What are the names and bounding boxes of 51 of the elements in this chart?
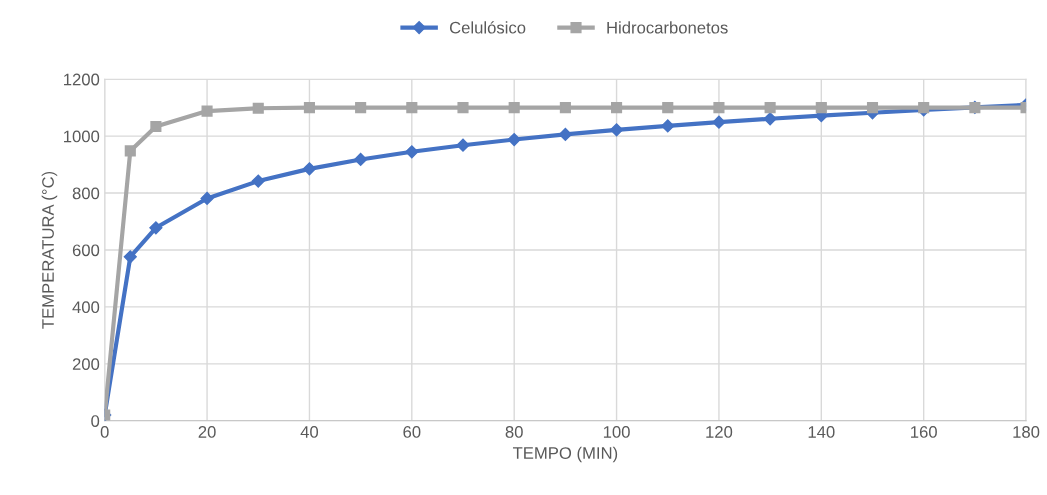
point <box>406 102 418 114</box>
x-tick-label: 60 <box>403 426 421 438</box>
point <box>712 115 726 129</box>
x-tick-label: 140 <box>808 426 835 438</box>
point <box>354 152 368 167</box>
point <box>559 102 571 114</box>
point <box>252 102 264 114</box>
point <box>611 102 623 114</box>
point <box>124 145 136 157</box>
point <box>558 127 572 142</box>
point <box>201 105 213 117</box>
x-tick-label: 160 <box>911 426 937 438</box>
legend-label: Celulósico <box>449 21 526 34</box>
point <box>150 120 162 133</box>
y-tick-label: 800 <box>72 187 100 200</box>
point <box>405 145 419 159</box>
point <box>763 112 777 126</box>
point <box>815 102 827 114</box>
point <box>251 174 265 188</box>
point <box>661 119 675 133</box>
legend-label: Hidrocarbonetos <box>607 21 728 34</box>
y-tick-label: 600 <box>72 244 100 257</box>
x-tick-label: 180 <box>1013 426 1040 438</box>
point <box>866 102 879 114</box>
point <box>456 138 470 152</box>
point <box>149 221 163 235</box>
x-tick-label: 80 <box>505 426 523 438</box>
point <box>507 132 521 147</box>
y-tick-label: 200 <box>72 358 100 371</box>
point <box>123 250 137 264</box>
point <box>457 102 469 114</box>
point <box>303 102 316 114</box>
x-tick-label: 20 <box>198 426 216 438</box>
y-tick-label: 400 <box>72 301 100 314</box>
point <box>302 162 317 176</box>
y-tick-label: 0 <box>91 415 100 427</box>
point <box>713 102 725 114</box>
point <box>764 102 776 114</box>
x-tick-label: 100 <box>603 426 630 438</box>
point <box>662 102 674 114</box>
y-tick-label: 1200 <box>64 73 100 86</box>
point <box>200 191 214 206</box>
point <box>355 102 367 114</box>
point <box>508 102 520 114</box>
point <box>609 123 624 137</box>
x-tick-label: 0 <box>100 426 109 438</box>
x-tick-label: 40 <box>300 426 319 438</box>
x-axis-title: TEMPO (MIN) <box>512 446 618 463</box>
y-tick-label: 1000 <box>64 130 100 143</box>
x-tick-label: 120 <box>706 426 733 438</box>
y-axis-title: TEMPERATURA (°C) <box>41 171 58 329</box>
